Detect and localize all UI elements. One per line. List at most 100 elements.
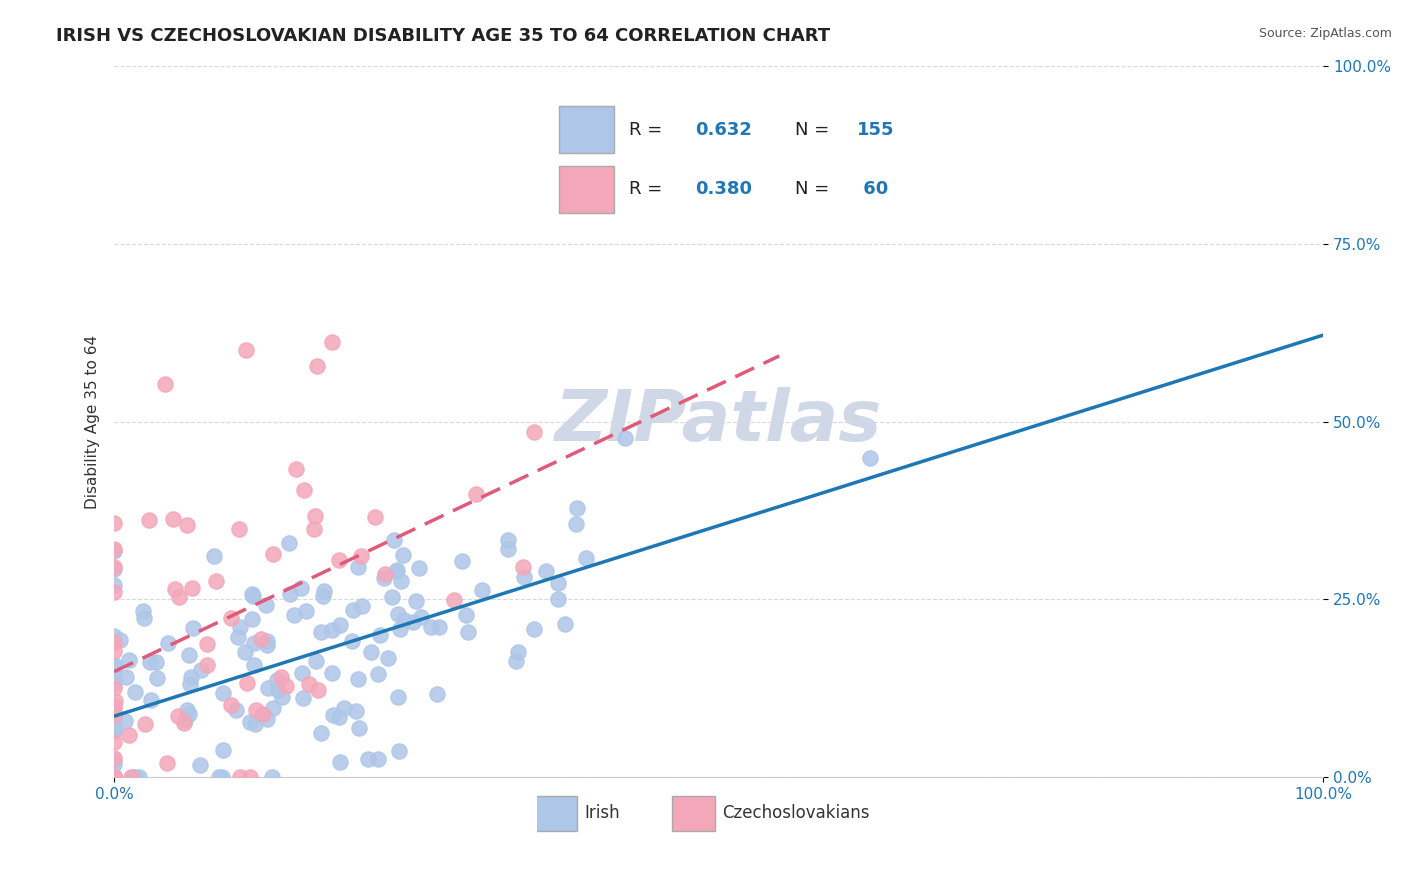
Point [298,676,321,690]
Point [153,377,176,392]
Point [208,771,231,785]
Point [190,758,212,772]
Point [290,582,312,596]
Point [367,751,389,765]
Point [124,771,146,785]
Point [103,771,125,785]
Point [103,671,125,685]
Point [512,560,534,574]
Point [389,574,412,588]
Point [360,645,382,659]
Point [385,563,408,577]
Y-axis label: Disability Age 35 to 64: Disability Age 35 to 64 [86,334,100,508]
Point [387,607,409,621]
Point [291,665,314,680]
Point [134,716,156,731]
Point [257,681,280,696]
Point [401,615,423,629]
Point [513,570,536,584]
Point [329,617,352,632]
Point [145,655,167,669]
Point [274,679,297,693]
Point [177,707,200,722]
Point [344,704,367,718]
Point [103,723,125,737]
Point [128,771,150,785]
Point [408,561,430,575]
Point [352,599,374,614]
Point [122,771,145,785]
Point [405,594,427,608]
Point [240,611,263,625]
Point [103,771,125,785]
Point [304,522,326,536]
Point [384,533,406,547]
Point [291,691,314,706]
Point [292,483,315,497]
Point [239,771,262,785]
Point [271,690,294,704]
Point [190,663,212,677]
Point [426,687,449,701]
Point [103,771,125,785]
Point [173,715,195,730]
Point [103,516,125,531]
Point [309,624,332,639]
Point [103,771,125,785]
Point [103,771,125,785]
Point [103,585,125,599]
Point [249,632,271,647]
Point [349,549,371,563]
Point [496,541,519,556]
Point [103,771,125,785]
Point [328,710,350,724]
Point [103,562,125,576]
Point [212,743,235,757]
Text: Source: ZipAtlas.com: Source: ZipAtlas.com [1258,27,1392,40]
Point [103,643,125,657]
Point [219,698,242,712]
Point [120,771,142,785]
Point [373,571,395,585]
Point [167,590,190,604]
Point [283,607,305,622]
Point [322,708,344,723]
Point [235,645,257,659]
Point [498,533,520,547]
Point [278,536,301,550]
Point [157,635,180,649]
Point [103,753,125,767]
Point [565,500,588,515]
Point [180,670,202,684]
Point [266,673,288,687]
Point [103,723,125,737]
Point [103,703,125,717]
Point [202,549,225,564]
Point [103,714,125,728]
Point [523,622,546,636]
Point [103,734,125,748]
Point [114,714,136,729]
Point [211,771,233,785]
Point [195,657,218,672]
Point [295,604,318,618]
Point [312,583,335,598]
Point [254,598,277,612]
Point [534,564,557,578]
Point [239,715,262,730]
Point [328,552,350,566]
Point [104,693,127,707]
Point [132,604,155,618]
Point [262,547,284,561]
Point [256,713,278,727]
Point [162,512,184,526]
Point [103,771,125,785]
Text: IRISH VS CZECHOSLOVAKIAN DISABILITY AGE 35 TO 64 CORRELATION CHART: IRISH VS CZECHOSLOVAKIAN DISABILITY AGE … [56,27,831,45]
Point [103,578,125,592]
Point [547,591,569,606]
Point [450,554,472,568]
Point [364,510,387,524]
Point [195,637,218,651]
Point [377,651,399,665]
Point [305,359,328,374]
